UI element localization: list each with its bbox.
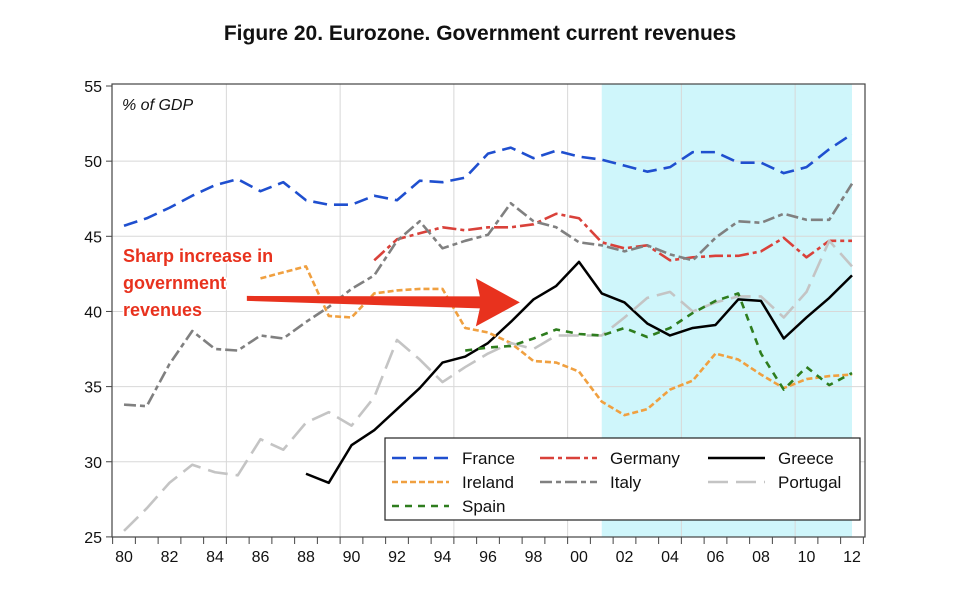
chart-title: Figure 20. Eurozone. Government current … [223,22,737,45]
legend-label-germany: Germany [610,449,680,468]
y-tick-label: 50 [84,154,102,171]
x-tick-label: 82 [161,549,179,566]
x-tick-label: 96 [479,549,497,566]
x-tick-label: 86 [252,549,270,566]
x-tick-label: 92 [388,549,406,566]
plot-frame [111,83,866,538]
x-tick-label: 08 [752,549,770,566]
x-tick-label: 98 [525,549,543,566]
y-tick-label: 30 [84,455,102,472]
legend-label-italy: Italy [610,473,642,492]
annotation-arrow [246,278,520,327]
legend-label-portugal: Portugal [778,473,841,492]
x-tick-label: 94 [434,549,452,566]
legend-label-greece: Greece [778,449,834,468]
y-tick-label: 35 [84,380,102,397]
x-tick-label: 00 [570,549,588,566]
y-tick-label: 45 [84,229,102,246]
x-tick-label: 12 [843,549,861,566]
series-line-spain [465,292,853,391]
x-tick-label: 02 [616,549,634,566]
x-tick-label: 10 [798,549,816,566]
y-axis-label: % of GDP [122,97,193,114]
annotation-text: revenues [123,300,202,320]
legend-label-ireland: Ireland [462,473,514,492]
y-tick-label: 25 [84,530,102,547]
annotation-text: government [123,273,226,293]
series-line-germany [373,212,852,262]
y-tick-label: 55 [84,79,102,96]
legend-label-spain: Spain [462,497,505,516]
x-tick-label: 06 [707,549,725,566]
x-tick-label: 88 [297,549,315,566]
x-tick-label: 84 [206,549,224,566]
legend-label-france: France [462,449,515,468]
x-tick-label: 04 [661,549,679,566]
annotation-text: Sharp increase in [123,246,273,266]
legend [384,437,861,521]
y-tick-label: 40 [84,304,102,321]
x-tick-label: 90 [343,549,361,566]
x-tick-label: 80 [115,549,133,566]
